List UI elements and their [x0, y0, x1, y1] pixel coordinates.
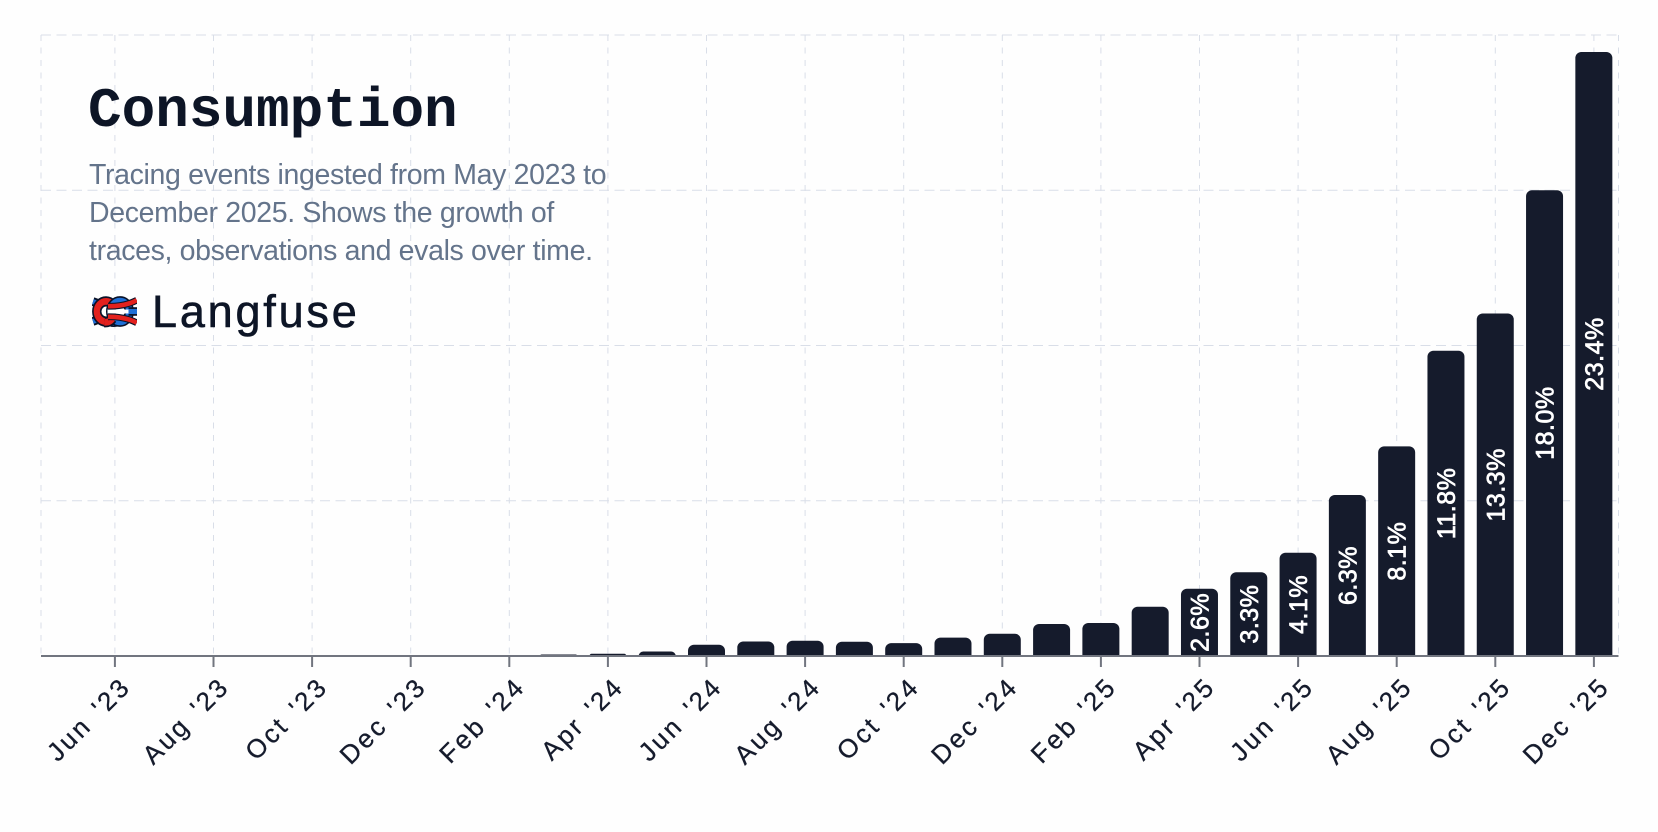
- svg-text:Oct '23: Oct '23: [239, 671, 334, 766]
- svg-text:Jun '23: Jun '23: [41, 671, 137, 767]
- svg-text:Oct '25: Oct '25: [1422, 671, 1517, 766]
- svg-text:Apr '25: Apr '25: [1126, 671, 1221, 766]
- svg-text:23.4%: 23.4%: [1581, 317, 1609, 390]
- svg-text:Aug '23: Aug '23: [136, 671, 235, 770]
- svg-text:Jun '24: Jun '24: [632, 671, 728, 767]
- svg-text:Jun '25: Jun '25: [1224, 671, 1320, 767]
- svg-text:3.3%: 3.3%: [1236, 585, 1264, 644]
- svg-text:11.8%: 11.8%: [1433, 468, 1461, 540]
- svg-text:13.3%: 13.3%: [1482, 448, 1510, 521]
- svg-text:Dec '24: Dec '24: [925, 671, 1024, 770]
- svg-text:Apr '24: Apr '24: [535, 671, 630, 766]
- svg-text:Feb '24: Feb '24: [433, 671, 531, 769]
- svg-text:2.6%: 2.6%: [1187, 593, 1215, 652]
- svg-text:Dec '23: Dec '23: [333, 671, 432, 770]
- svg-text:8.1%: 8.1%: [1384, 522, 1412, 581]
- svg-text:Aug '25: Aug '25: [1319, 671, 1418, 770]
- svg-text:6.3%: 6.3%: [1334, 546, 1362, 605]
- svg-text:18.0%: 18.0%: [1532, 386, 1560, 459]
- svg-text:Feb '25: Feb '25: [1025, 671, 1123, 769]
- svg-text:Aug '24: Aug '24: [728, 671, 827, 770]
- svg-text:Oct '24: Oct '24: [831, 671, 926, 766]
- svg-text:Dec '25: Dec '25: [1517, 671, 1616, 770]
- svg-text:4.1%: 4.1%: [1285, 575, 1313, 634]
